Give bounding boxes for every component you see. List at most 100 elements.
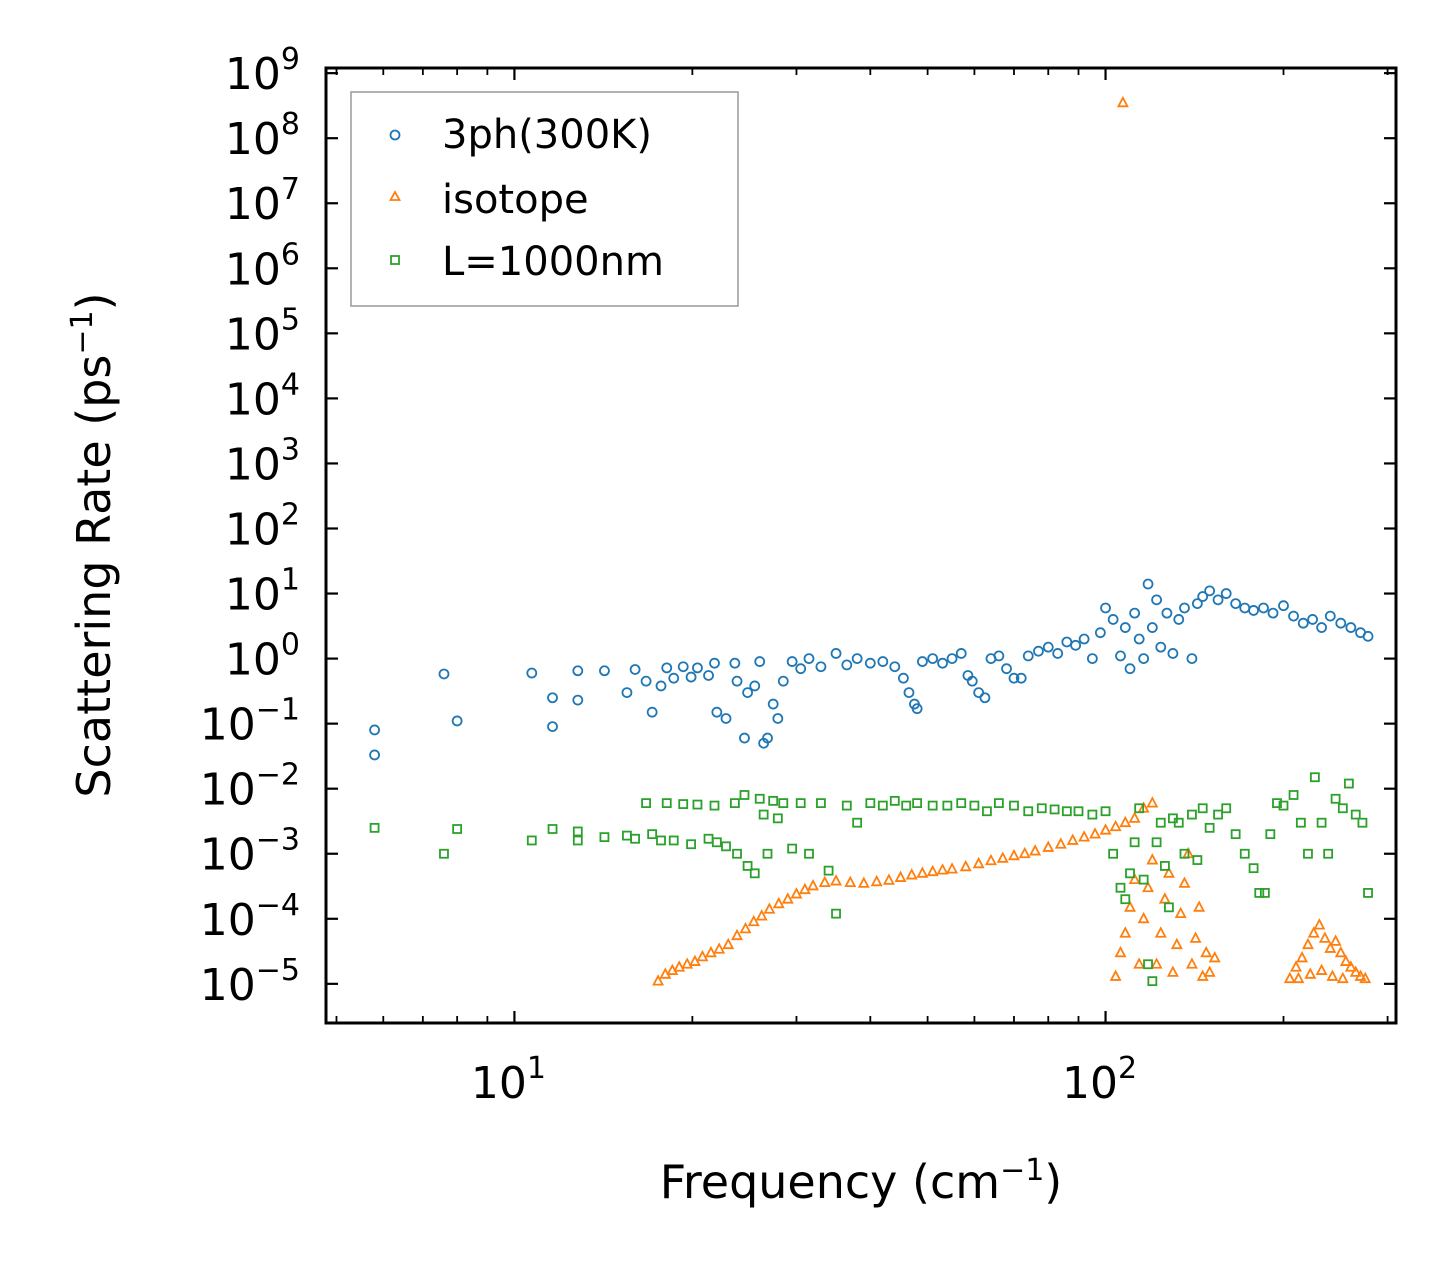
data-point [1309, 772, 1320, 783]
data-point [1324, 610, 1336, 622]
data-point [1158, 892, 1171, 904]
data-point [772, 896, 785, 909]
data-point [830, 648, 842, 659]
data-point [1150, 957, 1163, 969]
data-point [1151, 837, 1162, 848]
data-point [781, 892, 794, 904]
data-point [655, 680, 667, 692]
data-point [1334, 945, 1347, 958]
data-point [889, 795, 900, 806]
data-point [438, 668, 450, 680]
data-point [1109, 969, 1122, 981]
data-point [1316, 622, 1327, 633]
data-point [647, 829, 658, 840]
data-point [1259, 888, 1270, 898]
data-point [1185, 957, 1198, 969]
data-point [942, 800, 953, 811]
data-point [369, 724, 380, 736]
data-point [1295, 817, 1306, 828]
data-point [1204, 585, 1216, 597]
data-point [1200, 945, 1213, 958]
data-point [599, 665, 610, 677]
data-point [1052, 648, 1064, 659]
data-point [1129, 837, 1140, 848]
data-point [754, 793, 765, 804]
data-point [762, 848, 773, 859]
data-point [1115, 650, 1126, 662]
data-point [749, 680, 761, 692]
y-axis-label: Scattering Rate (ps−1) [65, 292, 121, 797]
data-point [1221, 803, 1232, 814]
data-point [927, 653, 939, 664]
data-point [1178, 876, 1191, 888]
data-point [1124, 900, 1137, 912]
data-point [815, 661, 827, 673]
data-point [1329, 934, 1342, 946]
data-point [661, 662, 673, 674]
data-point [731, 928, 744, 941]
data-point [1155, 641, 1167, 653]
data-point [729, 657, 741, 669]
series-3ph-300k- [369, 578, 1374, 761]
data-point [795, 663, 807, 675]
data-point [1022, 650, 1034, 662]
data-point [640, 675, 652, 687]
data-point [630, 833, 640, 844]
data-point [1128, 811, 1141, 823]
data-point [903, 687, 915, 699]
data-point [790, 887, 803, 899]
data-point [955, 648, 967, 659]
data-point [1354, 969, 1367, 981]
data-point [709, 657, 720, 669]
data-point [1339, 954, 1352, 966]
x-tick-label: 102 [1062, 1051, 1137, 1109]
legend-box [350, 91, 739, 307]
data-point [1099, 823, 1112, 835]
data-point [369, 749, 380, 761]
data-point [1187, 809, 1197, 820]
data-point [946, 862, 959, 874]
data-point [763, 902, 776, 914]
data-point [1161, 607, 1173, 619]
data-point [1357, 817, 1368, 828]
data-point [1186, 653, 1198, 664]
data-point [1179, 602, 1190, 614]
data-point [807, 879, 820, 891]
data-point [1326, 969, 1339, 981]
data-point [841, 659, 853, 671]
data-point [1078, 830, 1091, 842]
data-point [739, 790, 750, 800]
plot-area [369, 95, 1374, 987]
data-point [721, 841, 731, 852]
data-point [772, 713, 784, 724]
data-point [768, 795, 779, 806]
y-tick-label: 100 [225, 628, 300, 686]
data-point [979, 692, 991, 704]
data-point [703, 833, 714, 844]
data-point [877, 800, 888, 811]
data-point [1349, 965, 1362, 977]
data-point [572, 835, 583, 846]
data-point [1313, 918, 1326, 930]
data-point [1258, 602, 1269, 614]
data-point [747, 914, 760, 927]
data-point [572, 826, 583, 837]
data-point [713, 942, 726, 954]
data-point [1212, 594, 1224, 606]
data-point [823, 865, 834, 876]
data-point [912, 798, 923, 809]
data-point [1061, 636, 1073, 648]
data-point [1049, 804, 1060, 815]
data-point [686, 839, 696, 850]
data-point [1070, 639, 1082, 651]
data-point [762, 732, 773, 744]
data-point [711, 706, 723, 718]
data-point [755, 909, 768, 921]
data-point [692, 799, 703, 810]
data-point [786, 656, 798, 667]
data-point [1142, 880, 1155, 893]
data-point [668, 835, 679, 846]
data-point [1307, 926, 1320, 938]
data-point [1230, 598, 1242, 610]
data-point [1189, 931, 1202, 943]
